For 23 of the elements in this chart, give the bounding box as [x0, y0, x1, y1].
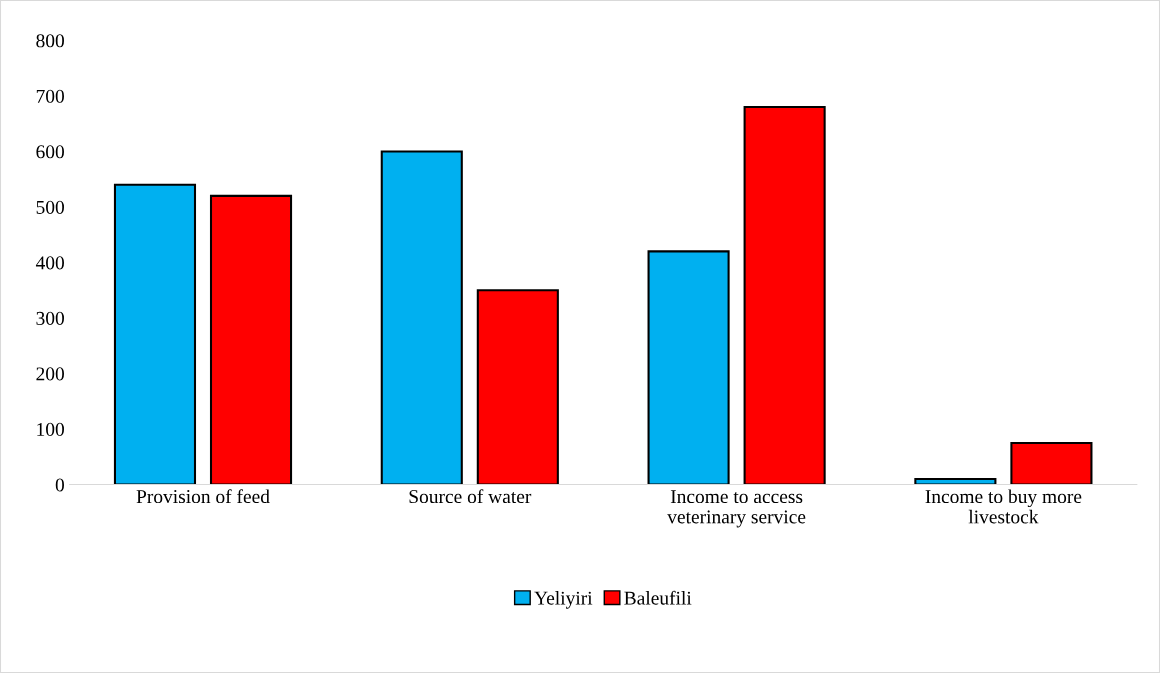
bar: [914, 477, 997, 485]
y-tick-label: 600: [36, 145, 64, 159]
bar: [1010, 441, 1093, 485]
y-tick-label: 700: [36, 89, 64, 103]
x-tick-label: Income to buy more livestock: [925, 489, 1082, 524]
legend-label: Baleufili: [624, 590, 692, 605]
y-tick-label: 400: [35, 256, 64, 270]
y-tick-label: 500: [36, 200, 64, 214]
bar: [476, 289, 559, 485]
legend-label: Yeliyiri: [534, 591, 593, 609]
bar: [380, 150, 463, 485]
bar: [743, 105, 826, 485]
x-tick-label: Source of water: [409, 489, 532, 504]
bar: [113, 183, 197, 485]
x-tick-label: Income to access veterinary service: [667, 490, 806, 528]
y-tick-label: 800: [36, 34, 64, 48]
x-tick-label: Provision of feed: [136, 489, 270, 504]
y-tick-label: 100: [37, 422, 64, 436]
bar: [209, 194, 293, 485]
bar: [647, 250, 730, 485]
y-tick-label: 0: [55, 478, 64, 492]
y-tick-label: 200: [36, 367, 64, 381]
y-tick-label: 300: [36, 311, 64, 325]
